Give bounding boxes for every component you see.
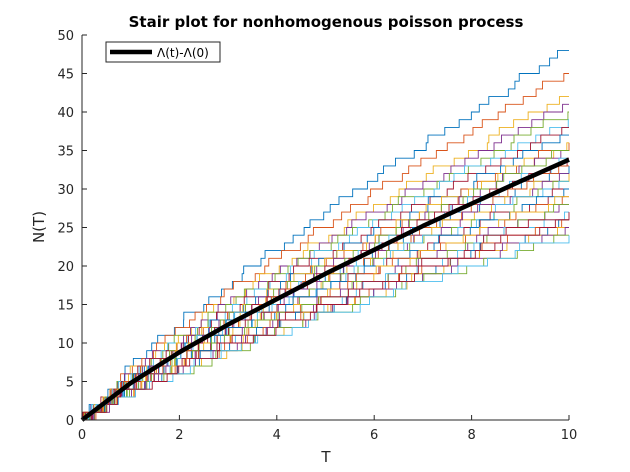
x-tick-label: 10 [561,428,578,443]
sample-path-line [82,49,569,421]
x-tick-label: 6 [370,428,378,443]
y-tick-label: 30 [57,183,74,198]
y-tick-label: 5 [66,376,74,391]
chart-title: Stair plot for nonhomogenous poisson pro… [129,13,524,31]
x-tick-label: 0 [78,428,86,443]
y-tick-label: 20 [57,260,74,275]
legend: Λ(t)-Λ(0) [105,41,221,63]
y-tick-label: 35 [57,145,74,160]
sample-path-line [82,119,569,421]
y-tick-label: 15 [57,299,74,314]
sample-path-line [82,227,569,421]
sample-path-line [82,219,569,421]
sample-path-line [82,196,569,421]
legend-box [105,41,221,63]
sample-path-line [82,103,569,421]
sample-path-line [82,235,570,421]
mean-curve-line [80,157,570,422]
y-tick-label: 50 [57,29,74,44]
sample-path-line [82,219,569,421]
x-tick-label: 4 [273,428,281,443]
y-ticks: 0 5 10 15 20 25 30 35 40 45 50 [57,29,87,429]
y-tick-label: 0 [66,414,74,429]
sample-path-line [82,196,569,421]
x-tick-label: 2 [175,428,183,443]
x-ticks: 0 2 4 6 8 10 [78,415,577,443]
y-axis-label: N(T) [30,211,48,243]
y-tick-label: 25 [57,222,74,237]
y-tick-label: 10 [57,337,74,352]
sample-path-line [82,180,569,421]
x-axis-label: T [320,448,331,466]
sample-path-line [82,180,569,421]
y-tick-label: 45 [57,68,74,83]
sample-path-line [82,234,569,421]
y-tick-label: 40 [57,106,74,121]
sample-path-line [81,227,569,421]
x-tick-label: 8 [467,428,475,443]
sample-path-line [82,73,569,421]
sample-paths [81,49,570,421]
sample-path-line [82,219,569,421]
legend-label: Λ(t)-Λ(0) [157,46,209,60]
